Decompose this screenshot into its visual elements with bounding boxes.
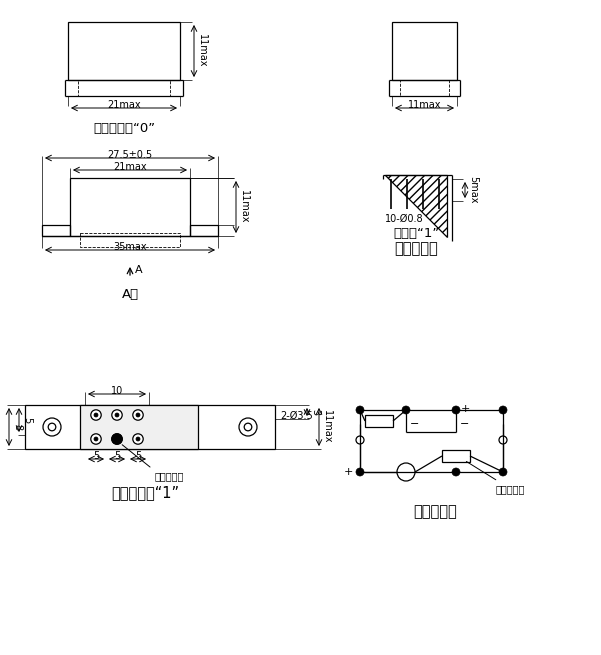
Bar <box>190 225 218 236</box>
Circle shape <box>452 468 460 476</box>
Bar <box>70 178 190 236</box>
Circle shape <box>499 406 507 414</box>
Circle shape <box>499 436 507 444</box>
Text: 8: 8 <box>12 424 22 430</box>
Text: 11max: 11max <box>239 190 249 224</box>
Bar <box>365 415 393 427</box>
Circle shape <box>115 413 119 417</box>
Circle shape <box>452 406 460 414</box>
Circle shape <box>402 468 410 476</box>
Text: 5: 5 <box>93 451 99 461</box>
Circle shape <box>48 423 56 431</box>
Circle shape <box>94 437 98 441</box>
Circle shape <box>244 423 252 431</box>
Bar <box>400 80 449 96</box>
Circle shape <box>43 418 61 436</box>
Text: 插针式“1”: 插针式“1” <box>393 227 439 240</box>
Circle shape <box>91 410 101 421</box>
Bar <box>442 450 470 462</box>
Bar <box>80 405 198 449</box>
Text: 21max: 21max <box>113 162 147 172</box>
Text: 2-Ø3.5: 2-Ø3.5 <box>280 411 313 421</box>
Circle shape <box>499 468 507 476</box>
Text: 11max: 11max <box>407 100 441 110</box>
Text: 底视电路图: 底视电路图 <box>413 504 457 519</box>
Text: A向: A向 <box>121 288 139 301</box>
Text: 35max: 35max <box>113 242 147 252</box>
Text: 安装方式：“0”: 安装方式：“0” <box>93 122 155 135</box>
Circle shape <box>112 434 122 444</box>
Text: 10: 10 <box>111 386 123 396</box>
Circle shape <box>356 406 364 414</box>
Circle shape <box>112 410 122 421</box>
Bar <box>42 225 70 236</box>
Text: 11max: 11max <box>197 34 207 67</box>
Circle shape <box>94 413 98 417</box>
Circle shape <box>239 418 257 436</box>
Text: 引出端型式: 引出端型式 <box>394 241 438 256</box>
Text: 后激励线圈: 后激励线圈 <box>466 462 525 494</box>
Circle shape <box>115 437 119 441</box>
Text: 5: 5 <box>22 417 32 423</box>
Text: 5: 5 <box>114 451 120 461</box>
Bar <box>68 22 180 80</box>
Text: +: + <box>344 467 353 477</box>
Text: 11max: 11max <box>322 410 332 443</box>
Bar <box>80 233 180 247</box>
Text: −: − <box>410 419 419 429</box>
Text: +: + <box>461 404 471 414</box>
Circle shape <box>133 434 143 444</box>
Circle shape <box>402 406 410 414</box>
Circle shape <box>397 463 415 481</box>
Circle shape <box>91 434 101 444</box>
Text: 3: 3 <box>310 409 320 415</box>
Text: 安装方式：“1”: 安装方式：“1” <box>111 485 179 500</box>
Circle shape <box>136 413 140 417</box>
Text: 5max: 5max <box>468 176 478 204</box>
Bar <box>25 405 275 449</box>
Text: −: − <box>460 419 469 429</box>
Text: 5: 5 <box>135 451 141 461</box>
Text: 27.5±0.5: 27.5±0.5 <box>108 150 153 160</box>
Text: 21max: 21max <box>107 100 141 110</box>
Text: 10-Ø0.8: 10-Ø0.8 <box>385 214 424 224</box>
Circle shape <box>112 434 122 444</box>
Bar <box>392 22 457 80</box>
Text: A: A <box>135 265 142 275</box>
Circle shape <box>136 437 140 441</box>
Circle shape <box>356 468 364 476</box>
Circle shape <box>133 410 143 421</box>
Circle shape <box>356 436 364 444</box>
Text: 着色绝缘子: 着色绝缘子 <box>122 445 185 481</box>
Bar <box>78 80 170 96</box>
Polygon shape <box>385 175 447 237</box>
